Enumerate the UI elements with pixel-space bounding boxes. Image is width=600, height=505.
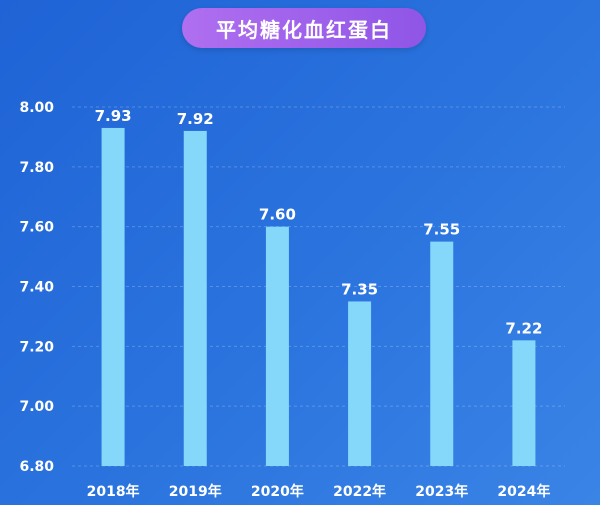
x-category-label: 2022年	[333, 483, 386, 500]
bar	[430, 241, 454, 466]
x-category-label: 2018年	[87, 483, 140, 500]
y-tick-label: 8.00	[19, 100, 54, 116]
bar	[348, 301, 372, 466]
bar-value-label: 7.60	[259, 206, 296, 224]
bar	[265, 226, 289, 466]
bar	[512, 340, 536, 466]
x-category-label: 2020年	[251, 483, 304, 500]
bar-value-label: 7.92	[177, 110, 214, 128]
y-tick-label: 7.00	[19, 399, 54, 415]
chart-title: 平均糖化血红蛋白	[182, 8, 426, 48]
bar	[183, 130, 207, 466]
bar	[101, 127, 125, 467]
y-tick-label: 6.80	[19, 459, 54, 475]
x-category-label: 2019年	[169, 483, 222, 500]
y-tick-label: 7.20	[19, 339, 54, 355]
x-category-label: 2024年	[497, 483, 550, 500]
bar-value-label: 7.35	[341, 280, 378, 298]
x-category-label: 2023年	[415, 483, 468, 500]
y-tick-label: 7.60	[19, 220, 54, 236]
bar-value-label: 7.22	[505, 319, 542, 337]
bar-value-label: 7.93	[95, 107, 132, 125]
y-tick-label: 7.40	[19, 280, 54, 296]
bar-value-label: 7.55	[423, 221, 460, 239]
y-tick-label: 7.80	[19, 160, 54, 176]
